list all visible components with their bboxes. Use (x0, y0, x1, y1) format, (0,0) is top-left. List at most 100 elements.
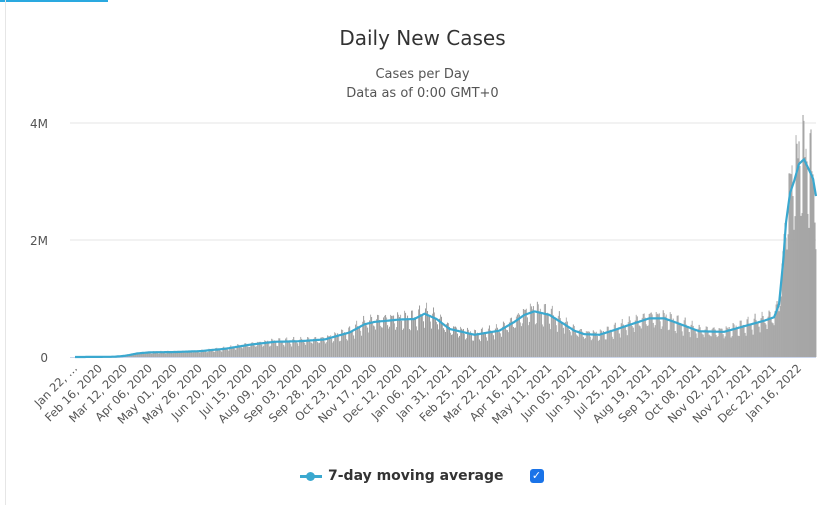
bar (774, 311, 776, 357)
bar (219, 349, 221, 357)
bar (473, 329, 475, 357)
bar (266, 341, 268, 357)
bar (692, 325, 694, 357)
bar (683, 320, 685, 357)
bar (793, 229, 795, 357)
bar (738, 336, 740, 357)
bar (620, 323, 622, 357)
bar (671, 320, 673, 357)
bar (381, 327, 383, 357)
bar (426, 302, 428, 357)
bar (633, 331, 635, 357)
bar (282, 341, 284, 357)
legend-item-moving-average[interactable]: 7-day moving average ✓ (300, 468, 544, 484)
bar (391, 315, 393, 357)
bar (797, 158, 799, 357)
bar (253, 343, 255, 357)
bar (603, 333, 605, 357)
bar (168, 351, 170, 357)
bar (354, 338, 356, 357)
bar (370, 314, 372, 357)
bar (520, 326, 522, 357)
bar (347, 340, 349, 357)
bar (637, 321, 639, 357)
bar (799, 166, 801, 357)
bar (533, 312, 535, 357)
bar (684, 317, 686, 357)
bar (155, 352, 157, 357)
bar (649, 313, 651, 357)
bar (459, 326, 461, 357)
bar (479, 341, 481, 357)
bar (681, 331, 683, 357)
bar (331, 338, 333, 357)
bar (175, 351, 177, 357)
bar (279, 338, 281, 357)
bar (386, 317, 388, 357)
bar (389, 326, 391, 357)
bar (321, 337, 323, 357)
bar (283, 345, 285, 357)
bar (422, 314, 424, 357)
bar (152, 351, 154, 357)
bar (686, 327, 688, 357)
bar (399, 317, 401, 357)
bar (323, 337, 325, 357)
bar (325, 343, 327, 357)
bar (366, 325, 368, 357)
bar (597, 340, 599, 357)
bar (196, 350, 198, 357)
bar (516, 314, 518, 357)
bar (703, 337, 705, 357)
bar (746, 319, 748, 357)
bar (560, 323, 562, 357)
bar (535, 323, 537, 357)
bar (280, 341, 282, 357)
bar (699, 327, 701, 357)
bar (553, 318, 555, 357)
bar (143, 353, 145, 357)
bar (647, 325, 649, 357)
bar (383, 317, 385, 357)
bar (199, 352, 201, 357)
bar (465, 338, 467, 357)
bar (223, 346, 225, 357)
legend-checkbox[interactable]: ✓ (529, 469, 544, 483)
bar (675, 333, 677, 357)
bar (489, 330, 491, 357)
bar (643, 313, 645, 357)
bar (220, 350, 222, 357)
moving-average-line (74, 158, 818, 359)
bar (802, 114, 804, 358)
bar (505, 329, 507, 357)
bar (205, 350, 207, 357)
bar (310, 342, 312, 357)
bar (297, 343, 299, 357)
bar (542, 326, 544, 357)
bar (334, 332, 336, 357)
bar (238, 344, 240, 357)
bar (514, 327, 516, 357)
bar (595, 331, 597, 357)
bar (706, 326, 708, 357)
bar (762, 315, 764, 357)
bar (164, 352, 166, 357)
bar (472, 340, 474, 357)
bar (691, 320, 693, 357)
bar (719, 328, 721, 357)
bar (718, 328, 720, 357)
bar (158, 353, 160, 357)
bar (515, 316, 517, 357)
bar (271, 338, 273, 357)
bar (312, 343, 314, 357)
bar (795, 135, 797, 357)
bar (376, 319, 378, 357)
bar (780, 296, 782, 357)
bar (134, 353, 136, 357)
bar (725, 326, 727, 357)
bar (398, 314, 400, 357)
bar (187, 350, 189, 357)
bar (373, 325, 375, 357)
bar (524, 309, 526, 357)
bar (759, 332, 761, 357)
